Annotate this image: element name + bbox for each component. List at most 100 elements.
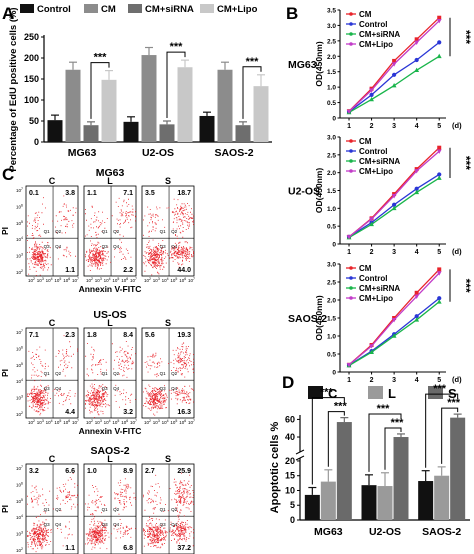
c-quadrant-label: Q2 [171,371,178,376]
c-column-label: S [165,176,171,186]
a-significance-mark: *** [246,56,260,68]
c-event-dots [27,472,78,553]
c-x-tick-label: 105 [170,277,177,283]
b-x-tick-label: 5 [437,123,441,130]
b-y-tick-label: 0 [332,116,336,123]
c-x-tick-label: 105 [54,419,61,425]
c-quadrant-label: Q2 [113,229,120,234]
c-y-tick-exponent: 6 [21,481,23,485]
a-bar-cm-u2-os [141,55,157,143]
c-quadrant-label: Q2 [55,371,62,376]
c-value-upper-right: 19.3 [177,332,191,339]
c-y-tick-exponent: 4 [21,514,23,518]
b-legend-label-cm-lipo: CM+Lipo [359,167,393,176]
c-value-upper-left: 3.5 [145,190,155,197]
c-y-tick-label: 106 [16,203,23,209]
c-column-label: C [49,454,56,464]
c-y-tick-exponent: 7 [21,465,23,469]
b-point-cm-sirna [369,221,374,227]
b-point-cm-sirna [369,349,374,354]
b-point-control [414,314,419,319]
c-y-tick-exponent: 2 [21,411,23,415]
c-y-tick-label: 103 [16,531,23,537]
b-y-tick-label: 1.5 [327,69,336,76]
c-y-tick-label: 106 [16,345,23,351]
c-x-tick-label: 102 [86,419,93,425]
c-value-upper-left: 1.0 [87,468,97,475]
c-plot-frame [25,463,79,554]
c-quadrant-label: Q4 [113,244,120,249]
c-quadrant-label: Q1 [102,507,109,512]
c-value-upper-left: 0.1 [29,190,39,197]
b-y-tick-label: 2.5 [327,38,336,45]
c-x-tick-exponent: 5 [117,277,119,281]
c-x-tick-exponent: 2 [91,419,93,423]
c-column-label: L [107,176,113,186]
c-column-label: S [165,454,171,464]
d-category-label: U2-OS [369,526,401,538]
c-x-tick-label: 107 [72,277,79,283]
c-x-tick-exponent: 7 [135,419,137,423]
c-quadrant-label: Q3 [102,386,109,391]
c-y-tick-exponent: 4 [21,236,23,240]
c-x-tick-exponent: 2 [33,277,35,281]
b-legend-marker [349,276,353,280]
b-x-tick-label: 3 [392,249,396,256]
c-x-tick-label: 103 [95,419,102,425]
a-bar-cm-mg63 [65,69,81,142]
c-quadrant-label: Q2 [113,507,120,512]
b-point-control [437,172,442,177]
d-legend-label-c: C [328,386,338,401]
b-y-tick-label: 3.0 [327,23,336,30]
d-significance-mark: *** [334,401,348,413]
b-line-control [348,41,440,113]
c-quadrant-label: Q3 [102,244,109,249]
d-bar-l-u2-os [377,486,393,520]
b-legend-label-cm-sirna: CM+siRNA [359,284,400,293]
d-significance-bracket [384,427,402,470]
b-y-tick-label: 2.5 [327,152,336,159]
b-y-tick-label: 3.0 [327,135,336,142]
c-x-tick-label: 102 [28,277,35,283]
a-category-label: U2-OS [142,147,174,159]
c-x-tick-label: 106 [121,419,128,425]
c-value-lower-right: 1.1 [65,545,75,552]
c-y-tick-label: 107 [16,187,23,193]
b-legend-label-cm: CM [359,10,372,19]
c-quadrant-label: Q1 [160,371,167,376]
c-quadrant-label: Q1 [160,229,167,234]
b-point-cm-lipo [436,19,442,24]
a-y-tick-label: 50 [29,116,39,126]
c-plot-saos-2-l: L1.08.96.8Q1Q2Q3Q4102103104105106107 [83,454,137,554]
a-significance-mark: *** [94,52,108,64]
d-significance-mark: *** [433,383,447,395]
c-x-tick-exponent: 7 [77,419,79,423]
b-point-cm-lipo [414,294,420,299]
c-x-tick-label: 107 [72,419,79,425]
c-x-tick-exponent: 3 [42,277,44,281]
c-column-label: L [107,318,113,328]
b-cell-line-label: MG63 [288,59,317,71]
c-event-dots [85,197,136,271]
c-value-upper-left: 1.1 [87,190,97,197]
d-legend-swatch [428,386,443,399]
c-y-tick-label: 103 [16,253,23,259]
b-point-cm-sirna [414,317,420,322]
panel-c-flow-plots: MG63 PI Annexin V-FITC C 0.1 3.8 1.1 Q1 Q2 Q3 Q4 10… [0,167,195,554]
b-y-tick-label: 0.5 [327,352,336,359]
a-bar-cm-lipo-u2-os [177,67,193,142]
c-value-upper-left: 1.8 [87,332,97,339]
c-quadrant-label: Q4 [171,522,178,527]
c-y-tick-exponent: 3 [21,531,23,535]
c-value-upper-right: 6.6 [65,468,75,475]
c-row-title: US-OS [93,309,126,321]
b-point-cm-lipo [346,363,352,368]
c-x-tick-label: 104 [46,419,53,425]
c-row-saos-2: SAOS-2PIAnnexin V-FITCC3.26.61.1Q1Q2Q3Q4… [0,445,195,554]
